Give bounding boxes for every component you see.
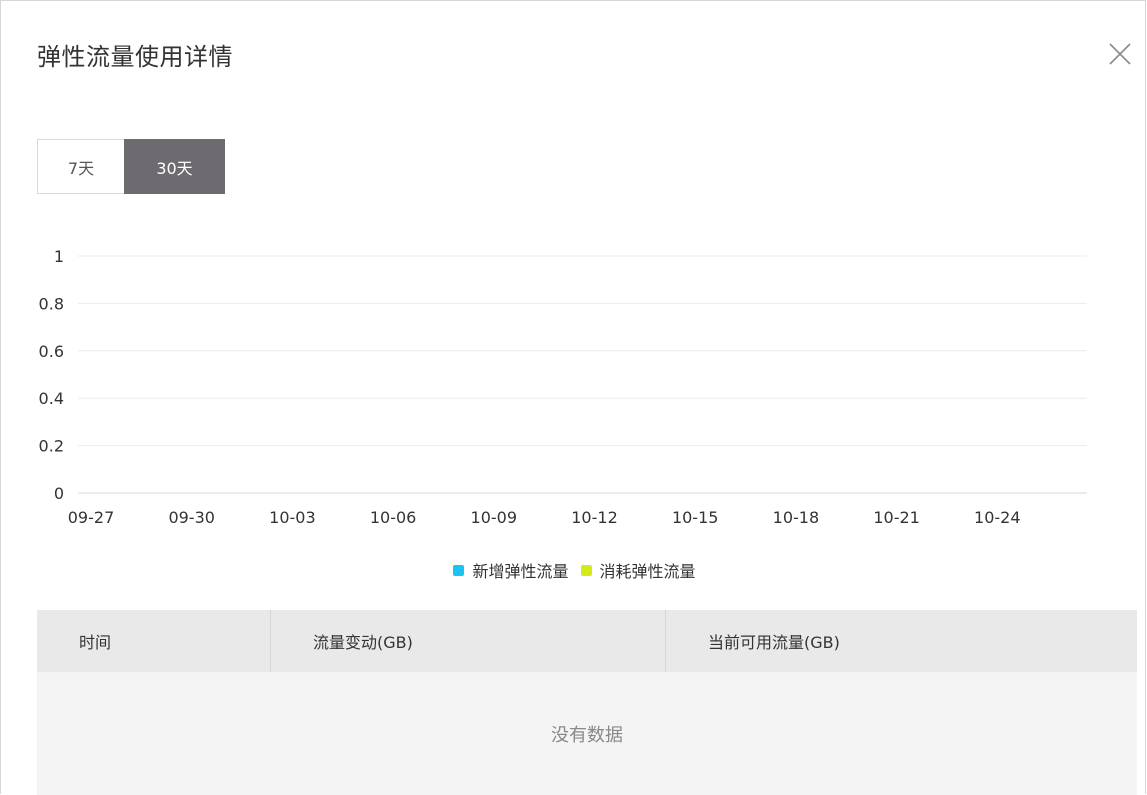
empty-state: 没有数据 — [37, 672, 1137, 795]
x-tick-label: 10-21 — [873, 508, 920, 527]
y-tick-label: 0.2 — [39, 437, 64, 456]
legend-label-consumed: 消耗弹性流量 — [599, 562, 696, 581]
x-tick-label: 09-27 — [68, 508, 115, 527]
tab-30-days[interactable]: 30天 — [124, 139, 225, 194]
x-tick-label: 10-15 — [672, 508, 719, 527]
dialog-title: 弹性流量使用详情 — [37, 43, 233, 71]
column-header-change: 流量变动(GB) — [271, 610, 666, 672]
tab-7-days[interactable]: 7天 — [37, 139, 124, 194]
range-tabs: 7天 30天 — [37, 139, 225, 194]
x-tick-label: 10-06 — [370, 508, 417, 527]
x-tick-label: 10-09 — [471, 508, 518, 527]
y-tick-label: 0.4 — [39, 389, 64, 408]
chart-legend: 新增弹性流量 消耗弹性流量 — [1, 558, 1147, 582]
close-icon[interactable] — [1107, 41, 1133, 67]
column-header-available: 当前可用流量(GB) — [708, 633, 840, 652]
x-tick-label: 09-30 — [168, 508, 215, 527]
x-tick-label: 10-03 — [269, 508, 316, 527]
table-header: 时间 流量变动(GB) 当前可用流量(GB) — [37, 610, 1137, 672]
x-tick-label: 10-24 — [974, 508, 1021, 527]
column-header-time: 时间 — [37, 610, 271, 672]
x-tick-label: 10-12 — [571, 508, 618, 527]
traffic-table: 时间 流量变动(GB) 当前可用流量(GB) 没有数据 — [37, 610, 1137, 795]
y-tick-label: 1 — [54, 247, 64, 266]
y-tick-label: 0 — [54, 484, 64, 503]
y-tick-label: 0.6 — [39, 342, 64, 361]
legend-label-added: 新增弹性流量 — [472, 562, 569, 581]
traffic-chart: 0 0.2 0.4 0.6 0.8 1 09-27 09-30 10-03 10-06 10-09 1… — [39, 247, 1087, 527]
legend-item-added[interactable]: 新增弹性流量 — [453, 558, 569, 582]
legend-item-consumed[interactable]: 消耗弹性流量 — [580, 558, 696, 582]
y-tick-label: 0.8 — [39, 294, 64, 313]
legend-swatch-added — [453, 564, 465, 576]
x-tick-label: 10-18 — [773, 508, 820, 527]
legend-swatch-consumed — [580, 564, 592, 576]
